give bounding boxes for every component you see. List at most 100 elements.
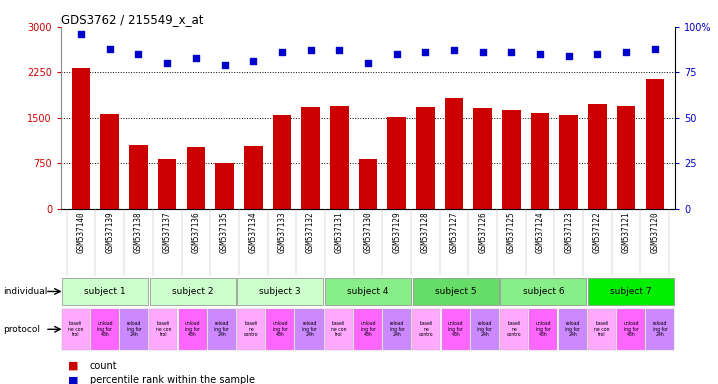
Text: GSM537135: GSM537135	[220, 212, 229, 253]
Bar	[473, 108, 492, 209]
Bar	[588, 104, 607, 209]
Bar	[179, 309, 207, 349]
Bar	[531, 113, 549, 209]
Text: ■: ■	[68, 361, 79, 371]
Point	[162, 60, 173, 66]
Bar	[645, 79, 664, 209]
Text: GSM537140: GSM537140	[77, 212, 85, 253]
Point	[391, 51, 402, 57]
Text: GSM537123: GSM537123	[564, 212, 573, 253]
Text: GSM537130: GSM537130	[363, 212, 373, 253]
Point	[649, 46, 661, 52]
Bar	[559, 309, 587, 349]
Bar	[359, 159, 377, 209]
Text: GSM537126: GSM537126	[478, 212, 488, 253]
Bar	[149, 309, 177, 349]
Point	[477, 49, 488, 55]
Text: GSM537129: GSM537129	[392, 212, 401, 253]
Text: reload
ing for
24h: reload ing for 24h	[477, 321, 493, 338]
Bar	[62, 309, 90, 349]
Bar	[244, 146, 263, 209]
Text: protocol: protocol	[4, 325, 41, 334]
Bar	[302, 107, 320, 209]
Bar	[588, 278, 674, 305]
Bar	[383, 309, 411, 349]
Bar	[325, 309, 353, 349]
Point	[448, 47, 460, 53]
Bar	[72, 68, 90, 209]
Point	[276, 49, 288, 55]
Point	[133, 51, 144, 57]
Text: baseli
ne
contro: baseli ne contro	[243, 321, 258, 338]
Text: ■: ■	[68, 375, 79, 384]
Text: GSM537131: GSM537131	[335, 212, 344, 253]
Point	[505, 49, 517, 55]
Bar	[129, 145, 148, 209]
Bar	[158, 159, 177, 209]
Point	[363, 60, 374, 66]
Text: subject 3: subject 3	[259, 287, 301, 296]
Text: GSM537136: GSM537136	[192, 212, 200, 253]
Point	[334, 47, 345, 53]
Text: subject 6: subject 6	[523, 287, 564, 296]
Point	[104, 46, 116, 52]
Text: reload
ing for
24h: reload ing for 24h	[653, 321, 668, 338]
Text: percentile rank within the sample: percentile rank within the sample	[90, 375, 255, 384]
Text: unload
ing for
48h: unload ing for 48h	[448, 321, 463, 338]
Text: unload
ing for
48h: unload ing for 48h	[273, 321, 288, 338]
Text: GSM537121: GSM537121	[622, 212, 630, 253]
Bar	[62, 278, 148, 305]
Bar	[471, 309, 499, 349]
Point	[419, 49, 431, 55]
Point	[620, 49, 632, 55]
Point	[592, 51, 603, 57]
Point	[563, 53, 574, 59]
Text: GSM537137: GSM537137	[163, 212, 172, 253]
Text: reload
ing for
24h: reload ing for 24h	[565, 321, 580, 338]
Text: subject 2: subject 2	[172, 287, 213, 296]
Bar	[208, 309, 236, 349]
Point	[75, 31, 87, 37]
Text: reload
ing for
24h: reload ing for 24h	[302, 321, 317, 338]
Text: baseli
ne con
trol: baseli ne con trol	[156, 321, 171, 338]
Text: unload
ing for
48h: unload ing for 48h	[623, 321, 639, 338]
Point	[219, 62, 230, 68]
Text: GSM537138: GSM537138	[134, 212, 143, 253]
Text: GSM537132: GSM537132	[306, 212, 315, 253]
Bar	[500, 278, 587, 305]
Bar	[416, 108, 434, 209]
Text: subject 4: subject 4	[348, 287, 388, 296]
Text: GSM537122: GSM537122	[593, 212, 602, 253]
Bar	[502, 111, 521, 209]
Bar	[237, 309, 265, 349]
Point	[248, 58, 259, 65]
Text: unload
ing for
48h: unload ing for 48h	[360, 321, 376, 338]
Bar	[273, 115, 292, 209]
Bar	[442, 309, 470, 349]
Text: GDS3762 / 215549_x_at: GDS3762 / 215549_x_at	[61, 13, 203, 26]
Bar	[296, 309, 324, 349]
Bar	[529, 309, 557, 349]
Bar	[325, 278, 411, 305]
Text: individual: individual	[4, 287, 48, 296]
Point	[534, 51, 546, 57]
Bar	[588, 309, 616, 349]
Bar	[149, 278, 236, 305]
Text: GSM537139: GSM537139	[106, 212, 114, 253]
Text: subject 7: subject 7	[610, 287, 652, 296]
Text: baseli
ne con
trol: baseli ne con trol	[68, 321, 83, 338]
Bar	[413, 278, 498, 305]
Text: reload
ing for
24h: reload ing for 24h	[126, 321, 141, 338]
Text: unload
ing for
48h: unload ing for 48h	[185, 321, 200, 338]
Text: GSM537120: GSM537120	[651, 212, 659, 253]
Text: GSM537125: GSM537125	[507, 212, 516, 253]
Text: reload
ing for
24h: reload ing for 24h	[215, 321, 229, 338]
Text: unload
ing for
48h: unload ing for 48h	[97, 321, 113, 338]
Bar	[444, 98, 463, 209]
Text: count: count	[90, 361, 117, 371]
Text: baseli
ne con
trol: baseli ne con trol	[331, 321, 347, 338]
Text: baseli
ne
contro: baseli ne contro	[419, 321, 434, 338]
Bar	[617, 309, 645, 349]
Text: subject 1: subject 1	[84, 287, 126, 296]
Bar	[500, 309, 528, 349]
